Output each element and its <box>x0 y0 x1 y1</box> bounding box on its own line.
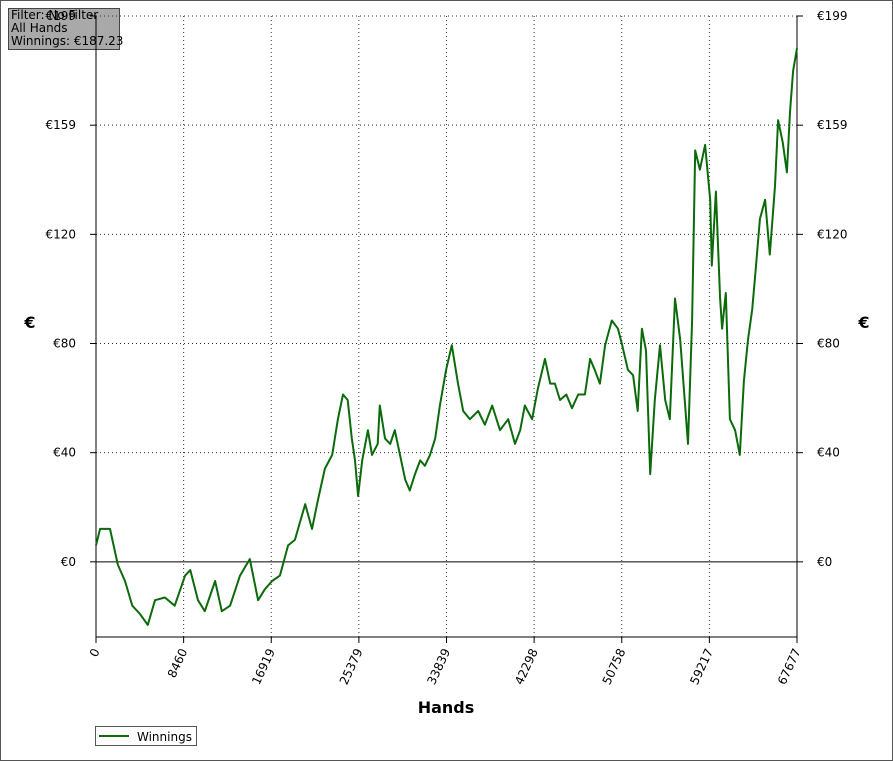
legend-label: Winnings <box>137 730 192 744</box>
y-tick-label: €0 <box>61 555 76 569</box>
y2-axis-label: € <box>857 313 869 332</box>
y2-tick-label: €40 <box>817 446 840 460</box>
y-tick-label: €199 <box>45 9 76 23</box>
y2-tick-label: €199 <box>817 9 848 23</box>
y2-tick-label: €80 <box>817 337 840 351</box>
y2-tick-label: €0 <box>817 555 832 569</box>
y2-tick-label: €120 <box>817 227 848 241</box>
y-tick-label: €159 <box>45 118 76 132</box>
y-tick-label: €40 <box>53 446 76 460</box>
y2-tick-label: €159 <box>817 118 848 132</box>
legend <box>95 726 197 746</box>
line <box>95 48 798 626</box>
y-axis-label: € <box>23 313 35 332</box>
annotation: Winnings: €187.23 <box>11 34 123 48</box>
annotation: All Hands <box>11 21 68 35</box>
y-tick-label: €120 <box>45 227 76 241</box>
annotation: Filter: No Filter <box>11 8 98 22</box>
x-axis-label: Hands <box>418 698 475 717</box>
y-tick-label: €80 <box>53 337 76 351</box>
info-box <box>8 8 120 50</box>
